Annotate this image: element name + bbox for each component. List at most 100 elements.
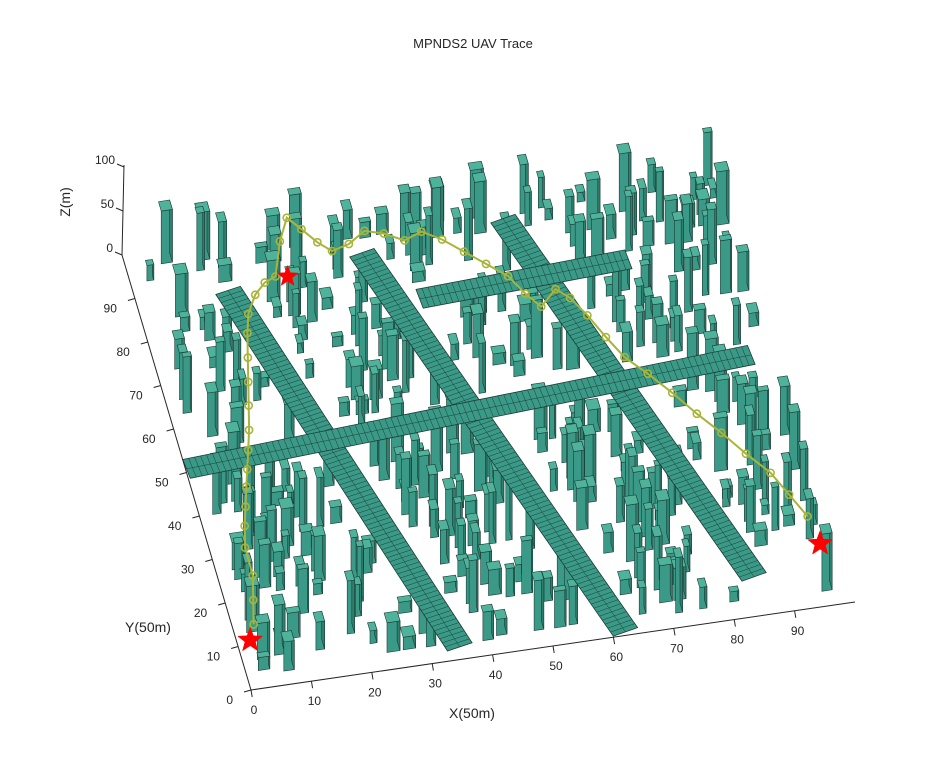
block-top-face (623, 494, 639, 506)
block-top-face (776, 375, 791, 388)
y-tick-label: 0 (226, 693, 233, 707)
obstacle-block (654, 166, 664, 223)
block-top-face (373, 205, 389, 216)
y-tick-label: 40 (168, 519, 182, 533)
block-top-face (214, 441, 228, 449)
block-front-face (714, 416, 729, 472)
block-top-face (490, 344, 507, 355)
obstacle-block (447, 332, 460, 361)
obstacle-block (770, 481, 780, 532)
block-top-face (357, 311, 368, 320)
obstacle-block (280, 630, 295, 672)
block-top-face (271, 593, 286, 606)
obstacle-block (485, 481, 497, 545)
obstacle-block (529, 294, 543, 359)
block-side-face (710, 127, 713, 185)
block-top-face (536, 170, 545, 179)
block-top-face (358, 216, 371, 224)
x-tick-label: 30 (429, 677, 443, 691)
x-tick (431, 663, 434, 671)
trace-point (243, 445, 253, 455)
block-top-face (650, 296, 664, 306)
block-top-face (469, 521, 481, 534)
block-top-face (600, 522, 614, 534)
trace-point (344, 239, 354, 249)
block-top-face (712, 410, 729, 420)
x-tick-label: 20 (368, 685, 382, 699)
obstacle-block (145, 259, 155, 282)
y-tick-label: 30 (181, 563, 195, 577)
block-side-face (601, 212, 605, 256)
obstacle-block (613, 476, 625, 524)
obstacle-block (373, 205, 389, 235)
block-side-face (340, 222, 344, 278)
obstacle-block (399, 330, 410, 394)
z-tick-label: 0 (106, 241, 113, 255)
obstacle-block (310, 525, 326, 583)
obstacle-block (671, 210, 684, 273)
block-top-face (426, 463, 439, 476)
y-tick (205, 559, 213, 562)
obstacle-block (251, 365, 262, 402)
obstacle-block (194, 206, 205, 272)
obstacle-block (689, 431, 702, 461)
block-top-face (696, 577, 708, 588)
block-top-face (310, 525, 326, 537)
obstacle-block (215, 211, 227, 268)
obstacle-block (178, 310, 191, 333)
block-top-face (231, 470, 243, 480)
block-top-face (298, 255, 308, 263)
obstacle-block (369, 296, 382, 330)
block-top-face (224, 420, 241, 434)
block-top-face (467, 160, 484, 171)
block-top-face (672, 384, 688, 393)
obstacle-block (480, 603, 494, 642)
block-top-face (354, 385, 366, 398)
block-front-face (521, 539, 533, 595)
block-top-face (264, 206, 281, 217)
block-top-face (727, 585, 740, 593)
obstacle-block (367, 621, 378, 645)
trace-point (312, 237, 322, 247)
obstacle-block (550, 321, 563, 371)
block-top-face (654, 166, 664, 173)
x-tick-label: 80 (731, 633, 745, 647)
block-top-face (465, 512, 479, 522)
block-top-face (751, 428, 763, 437)
obstacle-block (552, 584, 567, 629)
block-side-face (415, 486, 418, 527)
block-top-face (181, 351, 192, 358)
obstacle-block (428, 176, 444, 239)
block-side-face (268, 537, 272, 587)
block-side-face (189, 351, 192, 413)
block-top-face (631, 523, 643, 534)
block-top-face (702, 126, 713, 134)
obstacle-block (409, 261, 426, 284)
block-side-face (241, 400, 245, 443)
block-top-face (608, 406, 623, 416)
block-top-face (685, 425, 699, 433)
obstacle-block (636, 579, 647, 615)
start-marker (237, 626, 264, 652)
block-top-face (295, 315, 308, 327)
block-top-face (563, 188, 575, 198)
block-top-face (399, 451, 412, 460)
obstacle-block (485, 560, 502, 596)
block-front-face (716, 378, 731, 415)
block-top-face (215, 211, 227, 223)
x-tick-label: 90 (791, 624, 805, 638)
block-top-face (681, 525, 693, 536)
block-top-face (645, 157, 657, 166)
block-top-face (285, 484, 294, 494)
block-front-face (530, 298, 543, 359)
block-top-face (178, 310, 191, 319)
block-top-face (277, 496, 295, 510)
block-top-face (681, 538, 691, 548)
z-tick (116, 163, 125, 168)
block-top-face (256, 650, 271, 659)
y-tick (192, 515, 200, 519)
block-side-face (396, 328, 399, 380)
trace-point (241, 502, 250, 512)
block-top-face (407, 486, 418, 493)
obstacle-block (752, 521, 768, 547)
